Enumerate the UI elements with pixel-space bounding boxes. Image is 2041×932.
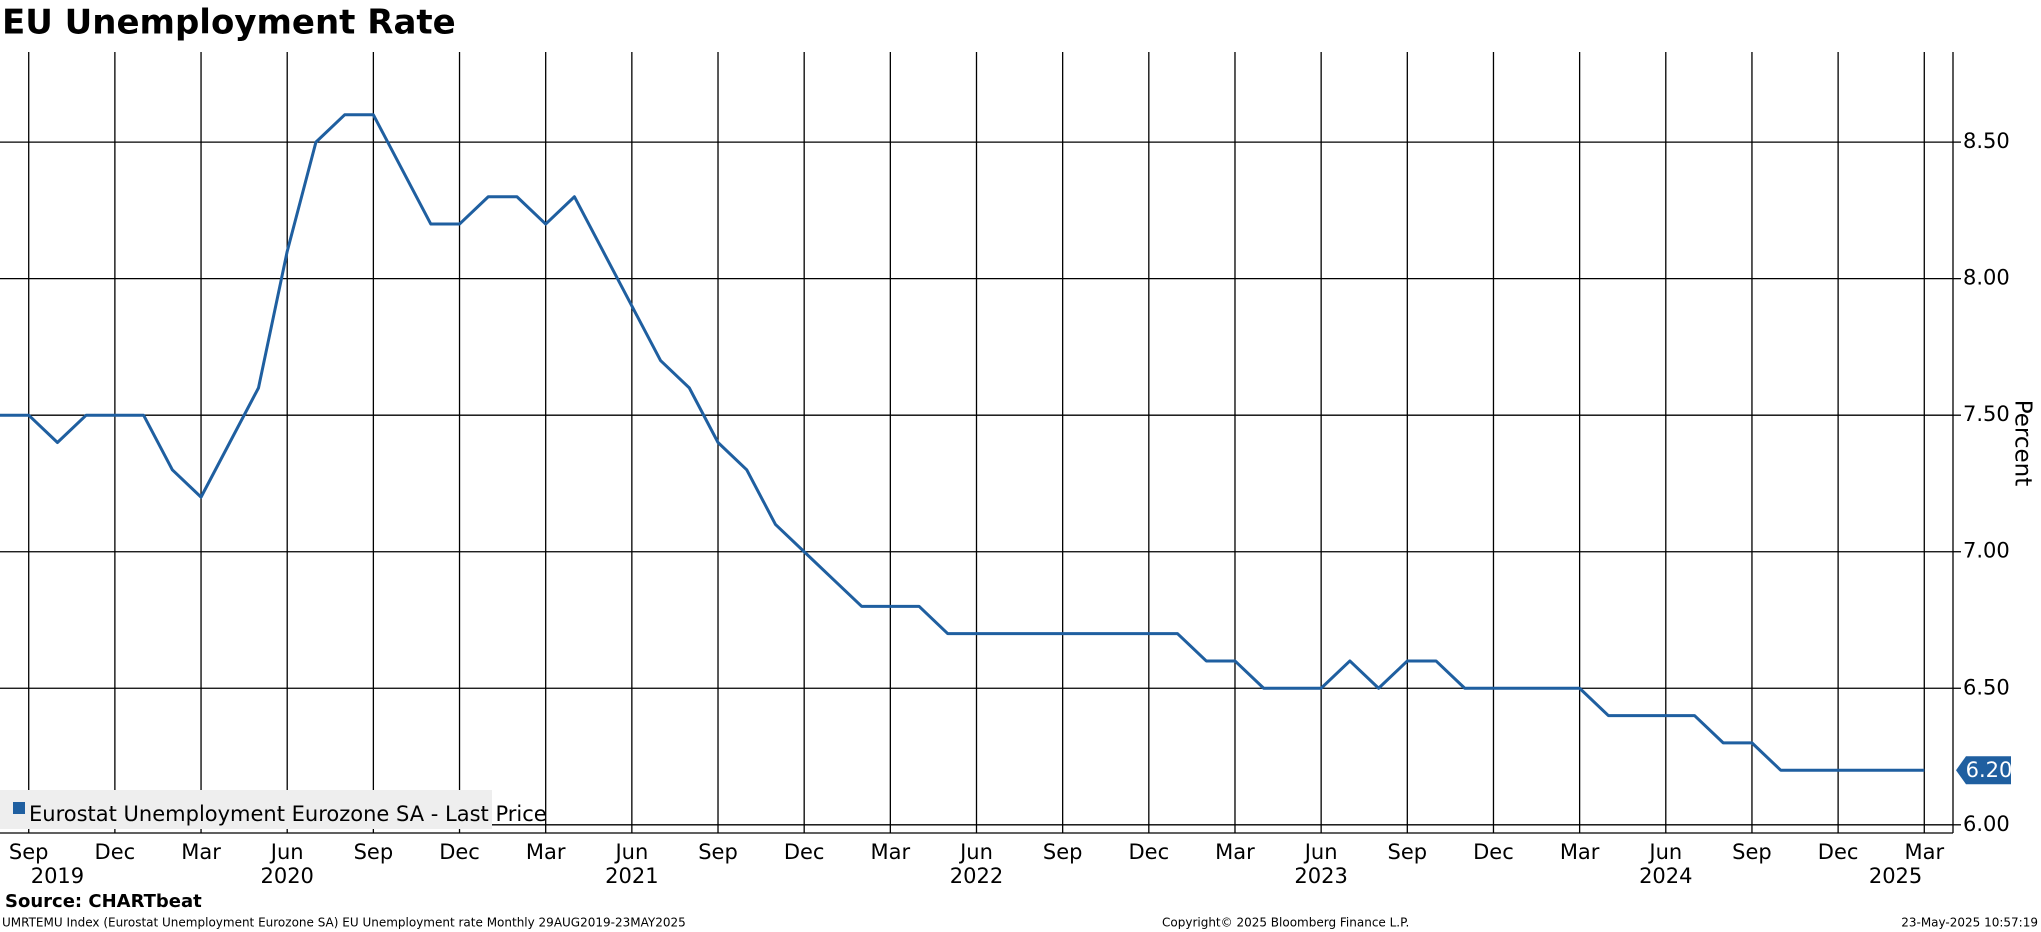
- x-tick-label: Sep: [354, 840, 394, 864]
- x-year-label: 2025: [1869, 864, 1922, 888]
- x-tick-label: Mar: [181, 840, 221, 864]
- x-tick-label: Sep: [698, 840, 738, 864]
- x-tick-label: Mar: [1904, 840, 1944, 864]
- x-year-label: 2019: [31, 864, 84, 888]
- x-tick-label: Jun: [269, 840, 304, 864]
- x-tick-label: Sep: [1388, 840, 1428, 864]
- x-tick-label: Dec: [784, 840, 825, 864]
- x-tick-label: Jun: [958, 840, 993, 864]
- x-tick-label: Jun: [613, 840, 648, 864]
- x-year-label: 2024: [1639, 864, 1692, 888]
- y-tick-label: 6.50: [1963, 675, 2010, 699]
- x-tick-label: Mar: [871, 840, 911, 864]
- legend-box: [0, 790, 492, 829]
- x-tick-label: Sep: [9, 840, 49, 864]
- footer-right: 23-May-2025 10:57:19: [1901, 916, 2038, 930]
- x-tick-label: Dec: [1818, 840, 1859, 864]
- x-tick-label: Sep: [1043, 840, 1083, 864]
- x-tick-label: Jun: [1303, 840, 1338, 864]
- y-tick-label: 6.00: [1963, 812, 2010, 836]
- x-year-label: 2023: [1294, 864, 1347, 888]
- x-tick-label: Sep: [1732, 840, 1772, 864]
- legend-swatch: [13, 802, 25, 814]
- x-tick-label: Jun: [1647, 840, 1682, 864]
- x-tick-label: Dec: [1129, 840, 1170, 864]
- footer-center: Copyright© 2025 Bloomberg Finance L.P.: [1162, 916, 1409, 930]
- x-tick-label: Dec: [95, 840, 136, 864]
- chart-title: EU Unemployment Rate: [2, 3, 456, 43]
- x-tick-label: Mar: [526, 840, 566, 864]
- x-year-label: 2022: [950, 864, 1003, 888]
- data-line: [0, 113, 1925, 772]
- y-tick-label: 8.00: [1963, 266, 2010, 290]
- y-tick-label: 7.50: [1963, 402, 2010, 426]
- last-price-tag: [1956, 756, 2011, 785]
- last-price-label: 6.20: [1966, 758, 2013, 782]
- x-tick-label: Dec: [1473, 840, 1514, 864]
- source: Source: CHARTbeat: [5, 891, 202, 912]
- x-year-label: 2021: [605, 864, 658, 888]
- x-tick-label: Mar: [1215, 840, 1255, 864]
- x-tick-label: Dec: [439, 840, 480, 864]
- x-year-label: 2020: [260, 864, 313, 888]
- x-tick-label: Mar: [1560, 840, 1600, 864]
- y-tick-label: 7.00: [1963, 539, 2010, 563]
- legend-label: Eurostat Unemployment Eurozone SA - Last…: [29, 802, 547, 826]
- y-tick-label: 8.50: [1963, 129, 2010, 153]
- y-axis-label: Percent: [2010, 400, 2036, 487]
- footer-left: UMRTEMU Index (Eurostat Unemployment Eur…: [2, 916, 686, 930]
